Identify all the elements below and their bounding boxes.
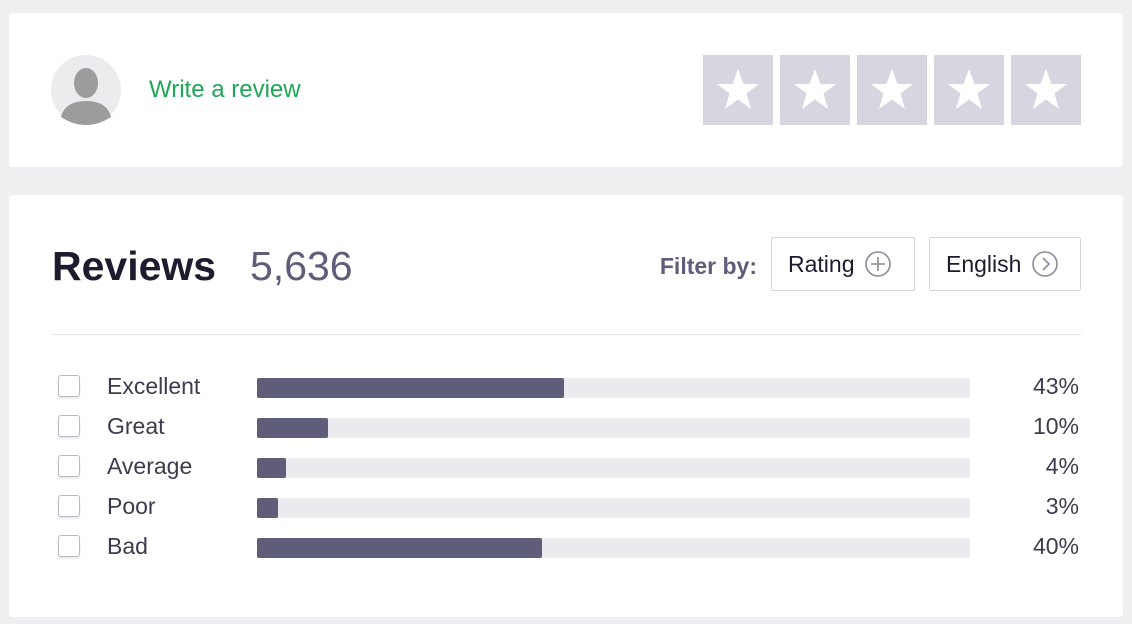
bar-track — [257, 498, 970, 518]
rating-checkbox[interactable] — [58, 535, 80, 557]
reviews-title: Reviews — [52, 243, 217, 289]
rating-bar — [257, 378, 564, 398]
rating-row: Average 4% — [9, 448, 1123, 488]
rating-checkbox[interactable] — [58, 455, 80, 477]
rating-percent: 10% — [1032, 413, 1079, 439]
rating-filter-button[interactable]: Rating — [771, 237, 915, 291]
filter-label: Filter by: — [659, 253, 757, 279]
star-button[interactable] — [703, 55, 773, 125]
rating-bar — [257, 498, 279, 518]
rating-row: Great 10% — [9, 408, 1123, 448]
bar-track — [257, 418, 970, 438]
rating-percent: 3% — [1045, 493, 1079, 519]
language-filter-button[interactable]: English — [929, 237, 1081, 291]
rating-percent: 4% — [1045, 453, 1079, 479]
rating-label: Great — [107, 413, 165, 439]
rating-row: Poor 3% — [9, 488, 1123, 528]
star-button[interactable] — [857, 55, 927, 125]
rating-label: Poor — [107, 493, 156, 519]
write-review-link[interactable]: Write a review — [149, 76, 301, 103]
rating-percent: 40% — [1032, 533, 1079, 559]
rating-checkbox[interactable] — [58, 495, 80, 517]
button-label: English — [946, 250, 1022, 277]
rating-bar — [257, 458, 286, 478]
star-button[interactable] — [1011, 55, 1081, 125]
bar-track — [257, 458, 970, 478]
star-button[interactable] — [934, 55, 1004, 125]
rating-label: Average — [107, 453, 193, 479]
rating-bar — [257, 418, 329, 438]
bar-track — [257, 538, 970, 558]
bar-track — [257, 378, 970, 398]
write-review-card: Write a review — [9, 13, 1123, 167]
rating-percent: 43% — [1032, 373, 1079, 399]
rating-label: Bad — [107, 533, 148, 559]
star-button[interactable] — [780, 55, 850, 125]
rating-checkbox[interactable] — [58, 415, 80, 437]
rating-label: Excellent — [107, 373, 201, 399]
reviews-count: 5,636 — [250, 243, 353, 289]
avatar — [51, 55, 121, 125]
rating-row: Bad 40% — [9, 528, 1123, 568]
button-label: Rating — [788, 250, 855, 277]
divider — [52, 334, 1081, 335]
rating-row: Excellent 43% — [9, 368, 1123, 408]
rating-bar — [257, 538, 543, 558]
reviews-card: Reviews 5,636 Filter by: Rating English … — [9, 195, 1123, 617]
rating-checkbox[interactable] — [58, 375, 80, 397]
